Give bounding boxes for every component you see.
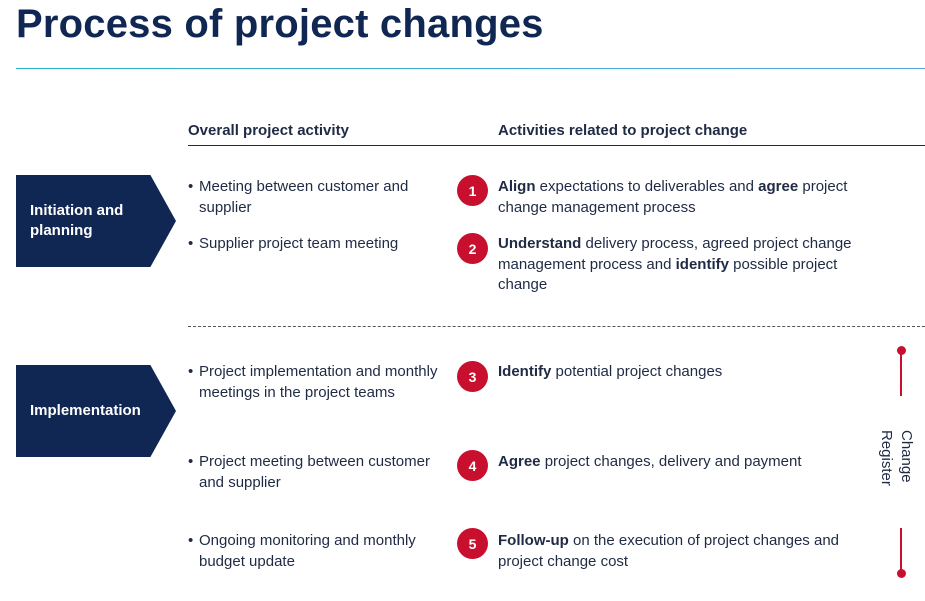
step-number-badge: 2 bbox=[457, 233, 488, 264]
phase-label-line1: Initiation and bbox=[30, 202, 124, 219]
register-top-line bbox=[900, 350, 902, 396]
register-bottom-dot bbox=[897, 569, 906, 578]
step-number-badge: 4 bbox=[457, 450, 488, 481]
overall-activity-item: Project implementation and monthly meeti… bbox=[188, 362, 450, 403]
phase-separator bbox=[188, 326, 925, 327]
overall-activity-item: Supplier project team meeting bbox=[188, 234, 450, 255]
activity-text: delivery process, agreed project change … bbox=[498, 235, 852, 273]
change-register-line2: Register bbox=[878, 430, 895, 486]
title-divider bbox=[16, 68, 925, 69]
activity-keyword: identify bbox=[675, 255, 729, 273]
activity-keyword: Follow-up bbox=[498, 532, 569, 549]
step-number-badge: 3 bbox=[457, 361, 488, 392]
column-header-change: Activities related to project change bbox=[498, 122, 748, 139]
activity-keyword: Align bbox=[498, 178, 536, 195]
activity-text: expectations to deliverables and bbox=[535, 178, 759, 195]
phase-label: Implementation bbox=[30, 402, 141, 419]
activity-text: possible project change bbox=[498, 255, 838, 294]
phase-label-line2: planning bbox=[30, 222, 93, 239]
column-header-overall: Overall project activity bbox=[188, 122, 349, 139]
change-activity-item: Identify potential project changes bbox=[498, 362, 858, 383]
register-bottom-line bbox=[900, 528, 902, 574]
change-register-label: Change Register bbox=[872, 430, 916, 498]
overall-activity-item: Ongoing monitoring and monthly budget up… bbox=[188, 531, 450, 572]
phase-implementation: Implementation bbox=[16, 365, 176, 457]
activity-keyword: Agree bbox=[498, 453, 541, 470]
phase-initiation-planning: Initiation and planning bbox=[16, 175, 176, 267]
change-activity-item: Agree project changes, delivery and paym… bbox=[498, 452, 858, 473]
activity-keyword: agree bbox=[758, 178, 799, 195]
change-activity-item: Follow-up on the execution of project ch… bbox=[498, 531, 858, 572]
overall-activity-item: Meeting between customer and supplier bbox=[188, 177, 450, 218]
header-divider bbox=[188, 145, 925, 146]
page-title: Process of project changes bbox=[16, 2, 544, 46]
step-number-badge: 1 bbox=[457, 175, 488, 206]
activity-text: project changes, delivery and payment bbox=[540, 453, 802, 470]
change-activity-item: Understand delivery process, agreed proj… bbox=[498, 234, 858, 296]
activity-text: project change management process bbox=[498, 178, 848, 216]
step-number-badge: 5 bbox=[457, 528, 488, 559]
activity-text: on the execution of project changes and … bbox=[498, 532, 840, 570]
overall-activity-item: Project meeting between customer and sup… bbox=[188, 452, 450, 493]
change-activity-item: Align expectations to deliverables and a… bbox=[498, 177, 858, 218]
activity-keyword: Identify bbox=[498, 363, 552, 380]
activity-keyword: Understand bbox=[498, 235, 582, 252]
activity-text: potential project changes bbox=[551, 363, 723, 380]
change-register-line1: Change bbox=[898, 430, 915, 483]
